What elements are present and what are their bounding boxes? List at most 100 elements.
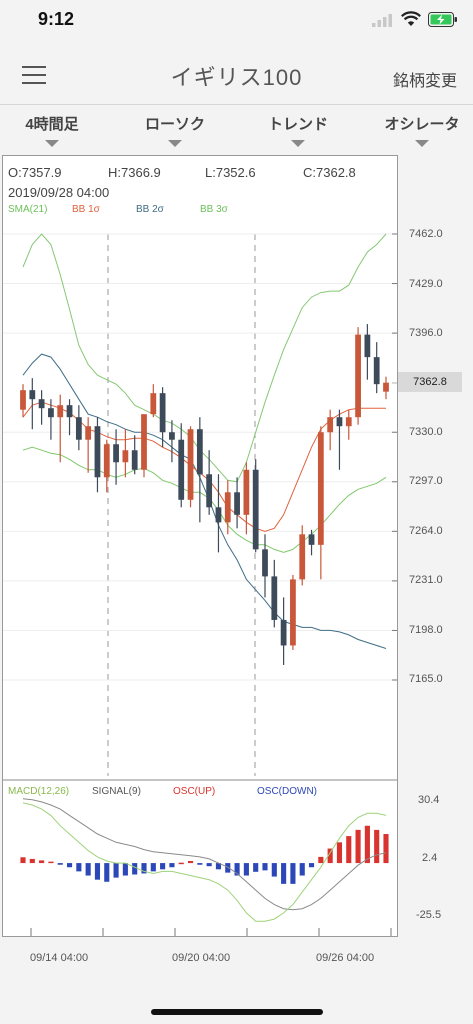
candle-up [299,534,306,580]
candle-down [336,417,343,427]
osc-y-tick-label: 30.4 [418,794,440,806]
candle-down [159,393,166,433]
osc-bar-down [308,863,315,868]
legend-osc-down: OSC(DOWN) [257,786,317,797]
osc-bar-down [225,863,231,873]
candle-up [243,469,250,515]
osc-bar-up [178,862,184,865]
candle-down [48,408,54,418]
candle-up [122,450,129,463]
signal-line [22,798,387,911]
candle-up [355,334,361,418]
osc-bar-up [187,861,194,864]
home-indicator [151,1009,323,1015]
candle-up [345,417,352,427]
osc-bar-up [48,861,54,864]
candle-up [327,417,334,433]
candle-up [20,390,26,410]
chart-panel[interactable]: O:7357.9 H:7366.9 L:7352.6 C:7362.8 2019… [2,155,398,937]
y-tick-label: 7264.0 [409,525,443,537]
osc-bar-down [215,863,222,870]
candle-up [141,414,147,470]
candle-down [113,444,119,463]
battery-charging-icon [428,12,457,27]
osc-bar-up [318,856,324,864]
candle-down [29,390,36,400]
candle-down [215,507,222,523]
caret-down-icon [168,140,182,147]
osc-bar-up [346,836,352,864]
status-time: 9:12 [38,9,75,29]
chart-plot[interactable] [3,156,397,936]
osc-bar-down [132,863,138,875]
tab-trend[interactable]: トレンド [248,113,348,147]
y-tick-label: 7429.0 [409,278,443,290]
candle-down [94,426,101,478]
bb1-band-line [22,401,386,532]
legend-sma: SMA(21) [8,204,48,215]
tab-chart-type[interactable]: ローソク [125,113,225,147]
osc-bar-up [20,857,26,864]
osc-bar-down [262,863,268,871]
candle-up [57,405,64,418]
osc-bar-up [383,834,389,864]
osc-bar-up [355,829,361,864]
osc-bar-up [374,829,380,864]
osc-bar-down [57,863,63,865]
osc-bar-down [104,863,110,882]
osc-bar-up [364,825,370,864]
y-tick-label: 7165.0 [409,673,443,685]
caret-down-icon [291,140,305,147]
nav-bar: イギリス100 銘柄変更 [0,44,473,105]
caret-down-icon [45,140,59,147]
y-tick-label: 7462.0 [409,228,443,240]
osc-bar-down [141,863,147,874]
ohlc-open: O:7357.9 [8,165,62,180]
tab-oscillator[interactable]: オシレータ [372,113,472,147]
osc-bar-down [290,863,296,884]
osc-bar-down [76,863,82,872]
candle-down [262,549,268,577]
y-tick-label: 7198.0 [409,624,443,636]
candle-down [271,576,278,620]
candle-down [373,357,380,385]
y-tick-label: 7330.0 [409,426,443,438]
candle-down [252,469,259,550]
osc-bar-up [336,842,343,864]
osc-bar-down [281,863,287,884]
osc-bar-down [169,863,175,868]
candle-down [131,450,138,470]
candle-up [224,492,231,523]
osc-bar-down [271,863,277,877]
legend-bb3: BB 3σ [200,204,228,215]
legend-macd: MACD(12,26) [8,786,70,797]
candle-down [308,534,315,545]
change-symbol-button[interactable]: 銘柄変更 [392,73,457,90]
legend-signal: SIGNAL(9) [92,786,141,797]
osc-bar-down [299,863,305,876]
x-tick-label: 09/26 04:00 [316,952,375,964]
candle-down [206,474,213,508]
osc-y-tick-label: -25.5 [416,909,442,921]
candle-up [85,426,92,440]
ohlc-low: L:7352.6 [205,165,256,180]
osc-bar-down [243,863,249,876]
tab-timeframe[interactable]: 4時間足 [2,113,102,147]
status-bar: 9:12 [0,0,473,44]
ohlc-close: C:7362.8 [303,165,356,180]
hamburger-menu-icon[interactable] [22,66,48,86]
legend-bb2: BB 2σ [136,204,164,215]
osc-bar-down [253,863,259,872]
macd-line [22,802,387,922]
legend-bb1: BB 1σ [72,204,100,215]
y-tick-label: 7396.0 [409,327,443,339]
x-tick-label: 09/14 04:00 [30,952,89,964]
osc-bar-down [160,863,166,870]
sma-line [22,446,387,553]
bb3-band-line [22,233,387,483]
candle-up [290,579,296,646]
legend-osc-up: OSC(UP) [173,786,216,797]
osc-bar-down [113,863,119,878]
osc-bar-up [39,860,45,864]
candle-up [150,393,157,415]
